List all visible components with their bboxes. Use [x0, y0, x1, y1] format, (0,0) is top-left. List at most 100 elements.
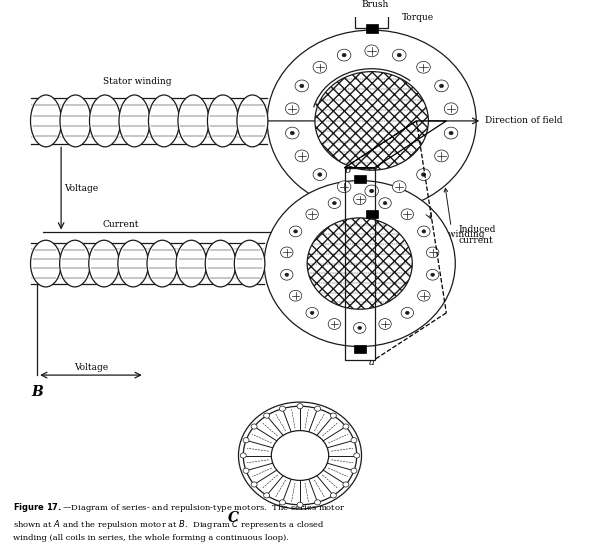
Text: Induced
current: Induced current — [458, 224, 496, 245]
Circle shape — [271, 431, 329, 480]
Text: Rotor winding: Rotor winding — [419, 188, 485, 239]
Circle shape — [358, 326, 362, 329]
Circle shape — [263, 413, 269, 418]
Circle shape — [313, 62, 326, 73]
Circle shape — [392, 181, 406, 192]
Ellipse shape — [176, 240, 206, 287]
Circle shape — [434, 80, 448, 92]
Bar — [354, 175, 365, 183]
Circle shape — [286, 127, 299, 139]
Ellipse shape — [60, 95, 91, 147]
Circle shape — [354, 453, 360, 458]
Circle shape — [331, 413, 337, 418]
Circle shape — [289, 290, 302, 301]
Circle shape — [306, 307, 319, 318]
Circle shape — [434, 150, 448, 162]
Circle shape — [251, 424, 257, 429]
Circle shape — [427, 247, 439, 258]
Text: b: b — [344, 167, 351, 175]
Circle shape — [243, 468, 249, 474]
Text: Torque: Torque — [401, 13, 434, 23]
Circle shape — [416, 62, 430, 73]
Circle shape — [416, 169, 430, 180]
Bar — [354, 345, 365, 353]
Circle shape — [313, 169, 326, 180]
Circle shape — [263, 493, 269, 498]
Circle shape — [240, 453, 246, 458]
Ellipse shape — [31, 240, 61, 287]
Ellipse shape — [208, 95, 238, 147]
Ellipse shape — [118, 240, 148, 287]
Circle shape — [342, 53, 346, 57]
Text: Direction of field: Direction of field — [485, 117, 563, 125]
Circle shape — [421, 173, 425, 177]
Circle shape — [439, 84, 443, 87]
Ellipse shape — [178, 95, 209, 147]
Circle shape — [281, 270, 293, 280]
Circle shape — [267, 30, 476, 212]
Text: Stator winding: Stator winding — [103, 76, 172, 86]
Ellipse shape — [119, 95, 150, 147]
Circle shape — [422, 230, 426, 233]
Circle shape — [307, 218, 412, 309]
Circle shape — [294, 230, 298, 233]
Circle shape — [444, 103, 458, 114]
Circle shape — [351, 468, 357, 474]
Circle shape — [353, 322, 366, 333]
Circle shape — [290, 131, 295, 135]
Text: C: C — [229, 511, 239, 525]
Circle shape — [379, 198, 391, 208]
Ellipse shape — [147, 240, 178, 287]
Bar — [365, 24, 377, 33]
Circle shape — [331, 493, 337, 498]
Circle shape — [406, 311, 409, 315]
Circle shape — [337, 49, 351, 61]
Circle shape — [444, 127, 458, 139]
Circle shape — [370, 189, 374, 192]
Ellipse shape — [235, 240, 265, 287]
Circle shape — [314, 406, 320, 411]
Text: Voltage: Voltage — [74, 363, 108, 372]
Circle shape — [286, 103, 299, 114]
Circle shape — [297, 502, 303, 508]
Text: Voltage: Voltage — [64, 184, 98, 193]
Circle shape — [379, 318, 391, 329]
Circle shape — [289, 226, 302, 237]
Text: B: B — [31, 386, 43, 399]
Circle shape — [280, 500, 286, 505]
Circle shape — [449, 131, 453, 135]
Circle shape — [295, 150, 308, 162]
Circle shape — [337, 181, 351, 192]
Circle shape — [281, 247, 293, 258]
Circle shape — [392, 49, 406, 61]
Ellipse shape — [89, 95, 121, 147]
Circle shape — [328, 198, 341, 208]
Circle shape — [401, 209, 413, 219]
Circle shape — [332, 201, 336, 205]
Circle shape — [418, 226, 430, 237]
Circle shape — [306, 209, 319, 219]
Ellipse shape — [237, 95, 268, 147]
Circle shape — [343, 424, 349, 429]
Circle shape — [318, 173, 322, 177]
Circle shape — [427, 270, 439, 280]
Circle shape — [280, 406, 286, 411]
Circle shape — [365, 185, 379, 197]
Text: Current: Current — [103, 221, 139, 229]
Circle shape — [343, 482, 349, 487]
Circle shape — [300, 84, 304, 87]
Text: $\bf{Figure\ 17.}$—Diagram of series- and repulsion-type motors.  The series mot: $\bf{Figure\ 17.}$—Diagram of series- an… — [13, 500, 346, 542]
Circle shape — [353, 194, 366, 205]
Circle shape — [418, 290, 430, 301]
Circle shape — [251, 482, 257, 487]
Circle shape — [297, 404, 303, 409]
Circle shape — [295, 80, 308, 92]
Circle shape — [310, 311, 314, 315]
Text: A: A — [31, 244, 42, 258]
Circle shape — [328, 318, 341, 329]
Bar — [365, 210, 377, 218]
Ellipse shape — [31, 95, 61, 147]
Circle shape — [365, 45, 379, 57]
Circle shape — [314, 500, 320, 505]
Circle shape — [238, 402, 362, 509]
